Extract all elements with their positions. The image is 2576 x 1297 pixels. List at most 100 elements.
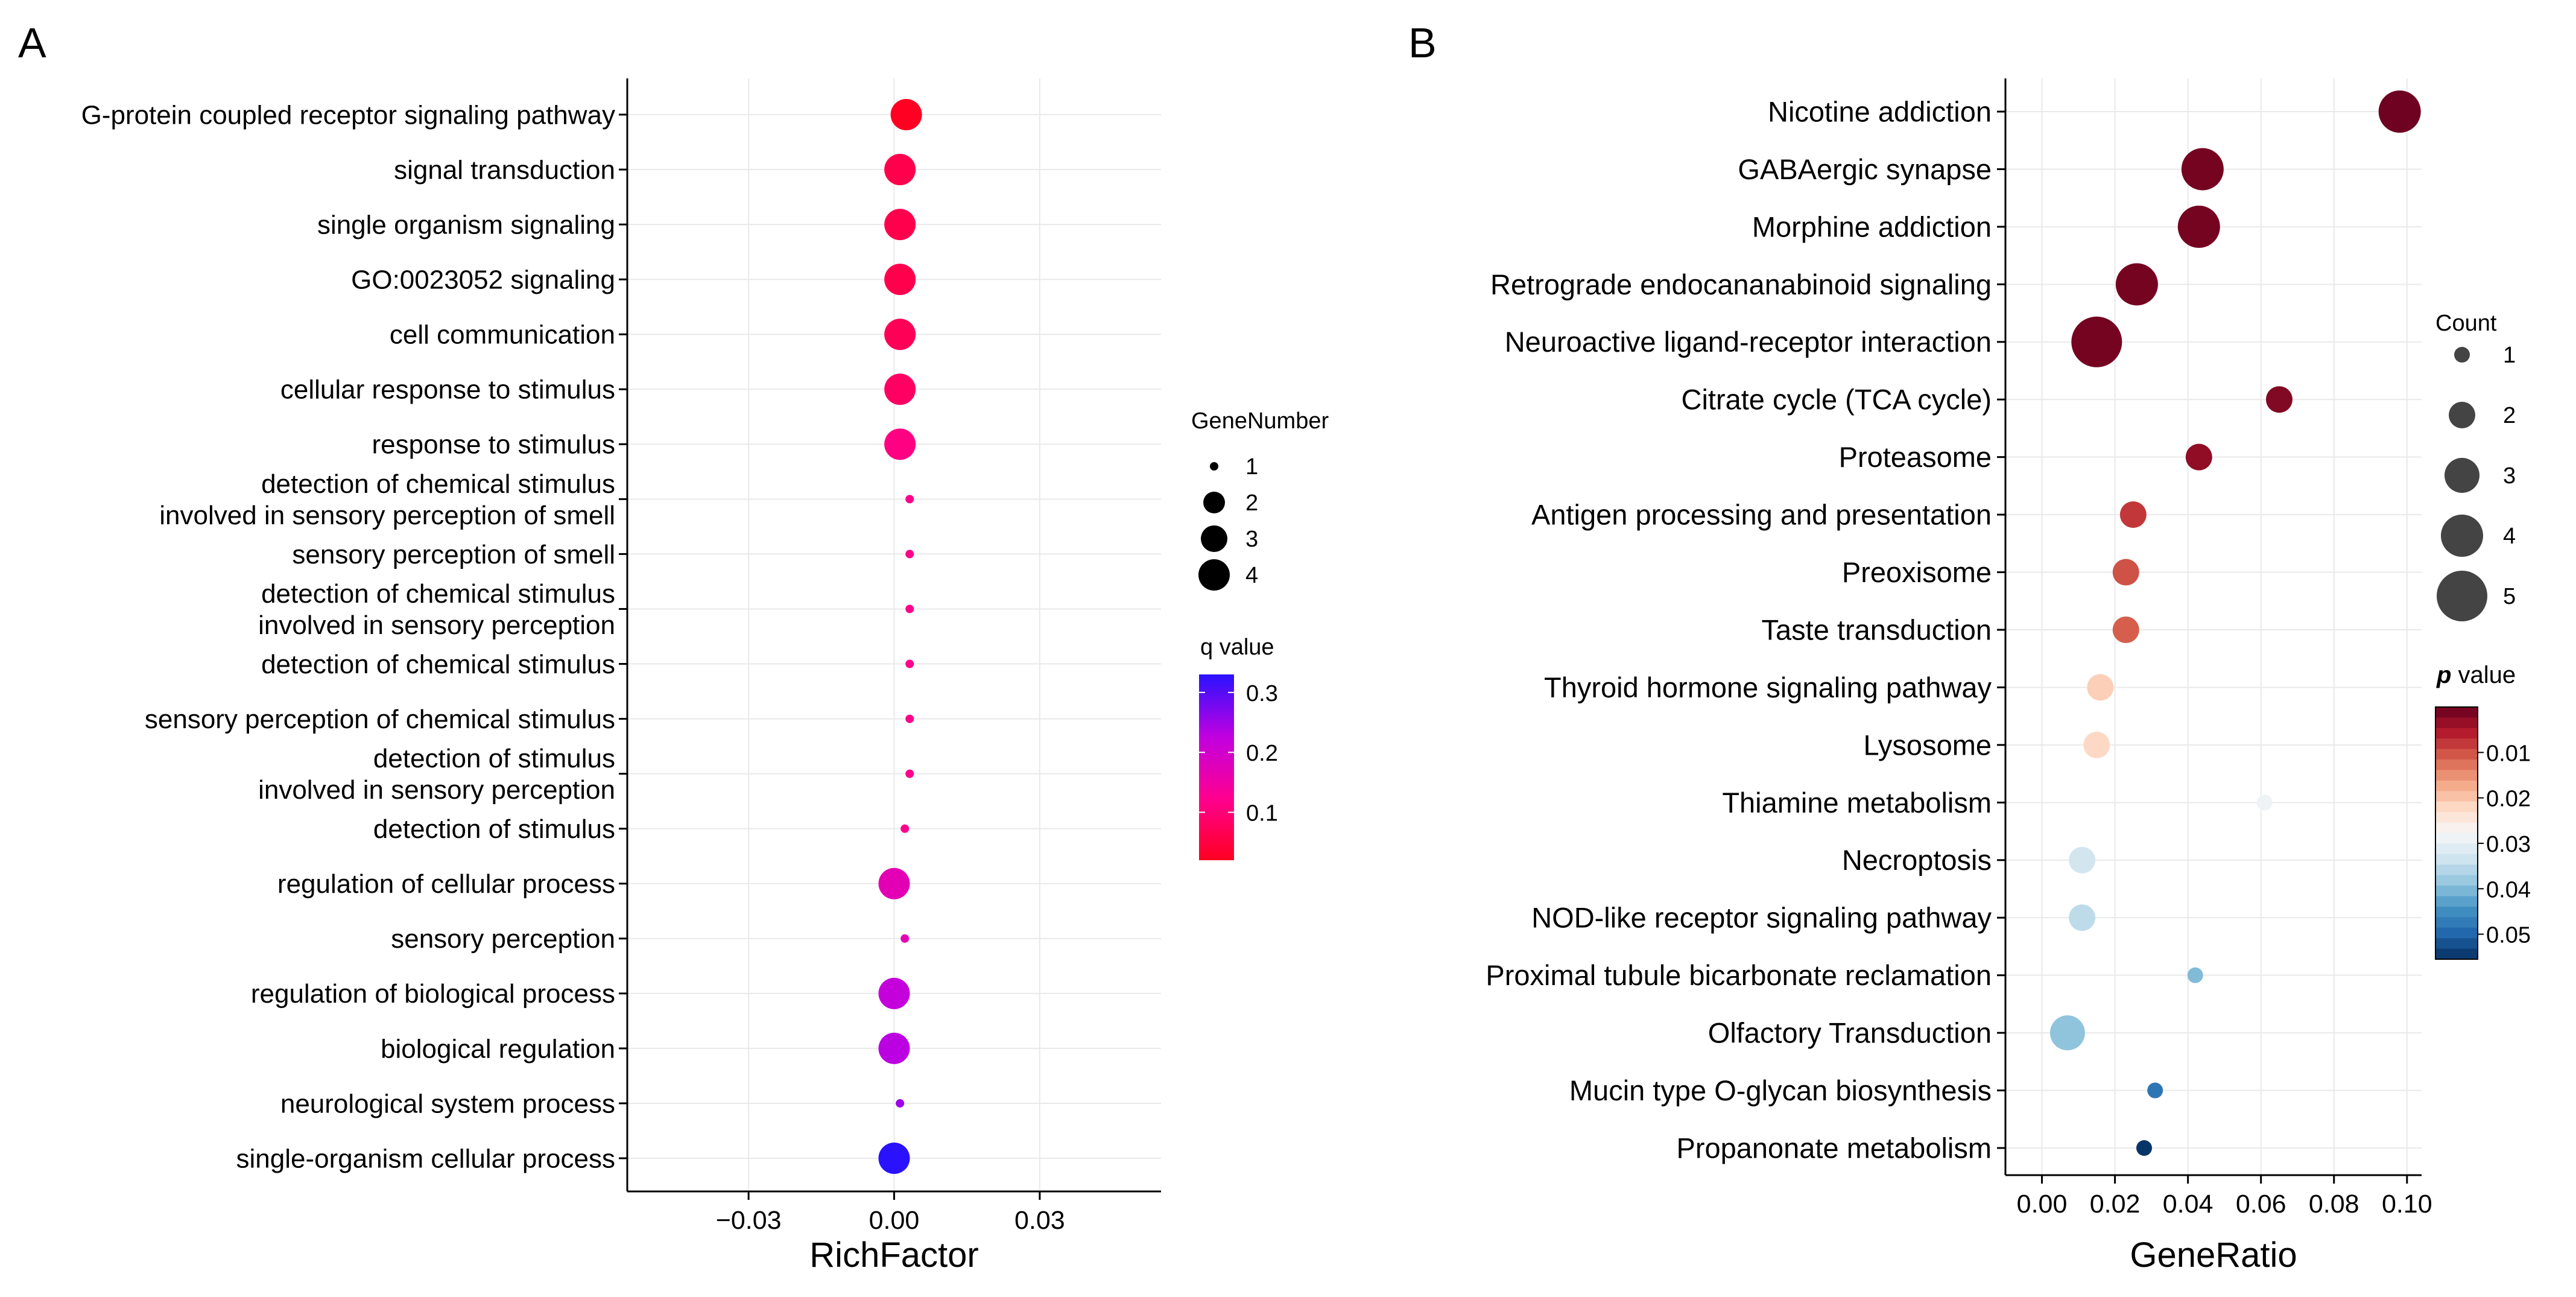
- data-point: [905, 714, 914, 723]
- color-legend-step: [2435, 801, 2478, 813]
- color-legend-step: [2435, 854, 2478, 865]
- plot-area: [2005, 78, 2422, 1175]
- x-tick-label: 0.02: [2090, 1190, 2141, 1219]
- category-label: cellular response to stimulus: [280, 375, 615, 405]
- data-point: [2181, 148, 2224, 191]
- size-legend-title: GeneNumber: [1191, 408, 1329, 434]
- color-legend-step: [2435, 864, 2478, 876]
- color-legend-step: [2435, 833, 2478, 845]
- color-legend-step: [2435, 791, 2478, 802]
- size-legend-title: Count: [2435, 311, 2497, 336]
- color-legend-title: q value: [1200, 635, 1274, 660]
- x-axis-title: RichFactor: [809, 1235, 978, 1275]
- size-legend-label: 2: [1245, 490, 1258, 516]
- category-label: cell communication: [390, 320, 615, 350]
- category-label: Propanonate metabolism: [1676, 1132, 1992, 1164]
- category-label: regulation of cellular process: [277, 869, 615, 899]
- data-point: [2378, 90, 2421, 133]
- color-legend-step: [2435, 896, 2478, 907]
- size-legend-dot: [1210, 462, 1218, 471]
- data-point: [2087, 674, 2114, 701]
- data-point: [2177, 205, 2220, 248]
- category-label: Thiamine metabolism: [1722, 787, 1992, 819]
- size-legend-label: 4: [2503, 524, 2516, 549]
- data-point: [884, 209, 916, 241]
- color-legend-step: [2435, 780, 2478, 791]
- data-point: [2112, 559, 2139, 586]
- color-legend-label: 0.04: [2486, 877, 2531, 902]
- category-label: Mucin type O-glycan biosynthesis: [1569, 1074, 1992, 1106]
- color-legend-step: [2435, 770, 2478, 781]
- size-legend-label: 1: [1245, 454, 1258, 480]
- data-point: [2265, 386, 2293, 413]
- color-legend-label: 0.1: [1246, 801, 1278, 826]
- size-legend-dot: [2449, 402, 2475, 428]
- data-point: [878, 1032, 910, 1064]
- category-label: Antigen processing and presentation: [1531, 499, 1992, 531]
- data-point: [905, 659, 914, 668]
- category-label: Olfactory Transduction: [1708, 1017, 1992, 1049]
- category-label: Proximal tubule bicarbonate reclamation: [1486, 959, 1992, 991]
- category-label: detection of stimulus: [373, 814, 615, 844]
- data-point: [878, 977, 910, 1009]
- data-point: [878, 1143, 910, 1174]
- data-point: [2112, 617, 2139, 643]
- data-point: [900, 934, 910, 943]
- size-legend-dot: [1198, 559, 1230, 591]
- data-point: [905, 604, 914, 614]
- data-point: [884, 264, 916, 296]
- category-label: neurological system process: [280, 1089, 615, 1118]
- size-legend-label: 2: [2503, 403, 2516, 428]
- data-point: [878, 867, 910, 899]
- size-legend-dot: [2445, 458, 2479, 493]
- color-legend-step: [2435, 759, 2478, 771]
- x-tick-label: 0.10: [2382, 1190, 2432, 1219]
- data-point: [2069, 904, 2096, 931]
- size-legend-dot: [2441, 515, 2483, 557]
- category-label: sensory perception of smell: [292, 540, 615, 569]
- category-label: GABAergic synapse: [1738, 153, 1992, 185]
- data-point: [884, 319, 916, 350]
- color-legend-step: [2435, 938, 2478, 950]
- color-legend-step: [2435, 927, 2478, 939]
- color-legend-step: [2435, 728, 2478, 739]
- category-label: Preoxisome: [1842, 556, 1992, 588]
- data-point: [890, 99, 922, 130]
- category-label: Taste transduction: [1762, 614, 1992, 645]
- color-legend-bar: [1199, 674, 1234, 860]
- size-legend-dot: [1203, 492, 1225, 513]
- color-legend-step: [2435, 948, 2478, 960]
- data-point: [884, 373, 916, 405]
- data-point: [905, 495, 914, 504]
- category-label: biological regulation: [381, 1034, 615, 1064]
- x-tick-label: 0.06: [2236, 1190, 2286, 1219]
- size-legend-label: 1: [2503, 343, 2516, 368]
- category-label: response to stimulus: [372, 430, 615, 460]
- data-point: [884, 428, 916, 460]
- category-label: Morphine addiction: [1752, 211, 1992, 243]
- category-label: detection of chemical stimulus involved i…: [258, 579, 615, 640]
- category-label: GO:0023052 signaling: [351, 265, 615, 295]
- color-legend-label: 0.3: [1246, 681, 1278, 706]
- x-tick-label: 0.00: [2017, 1190, 2068, 1219]
- color-legend-step: [2435, 843, 2478, 855]
- size-legend-label: 4: [1245, 563, 1258, 588]
- size-legend-dot: [1201, 525, 1227, 552]
- color-legend-step: [2435, 886, 2478, 897]
- category-label: NOD-like receptor signaling pathway: [1531, 902, 1992, 934]
- data-point: [2147, 1082, 2163, 1099]
- category-label: Lysosome: [1864, 729, 1992, 761]
- panel-label-a: A: [18, 19, 46, 66]
- data-point: [884, 154, 916, 186]
- category-label: Nicotine addiction: [1768, 95, 1992, 127]
- data-point: [2071, 316, 2122, 367]
- data-point: [905, 550, 914, 559]
- color-legend-step: [2435, 917, 2478, 928]
- category-label: single-organism cellular process: [236, 1144, 615, 1173]
- color-legend-label: 0.05: [2486, 923, 2531, 948]
- data-point: [2185, 443, 2212, 471]
- category-label: Thyroid hormone signaling pathway: [1544, 671, 1992, 703]
- x-tick-label: −0.03: [716, 1206, 782, 1235]
- color-legend-step: [2435, 707, 2478, 718]
